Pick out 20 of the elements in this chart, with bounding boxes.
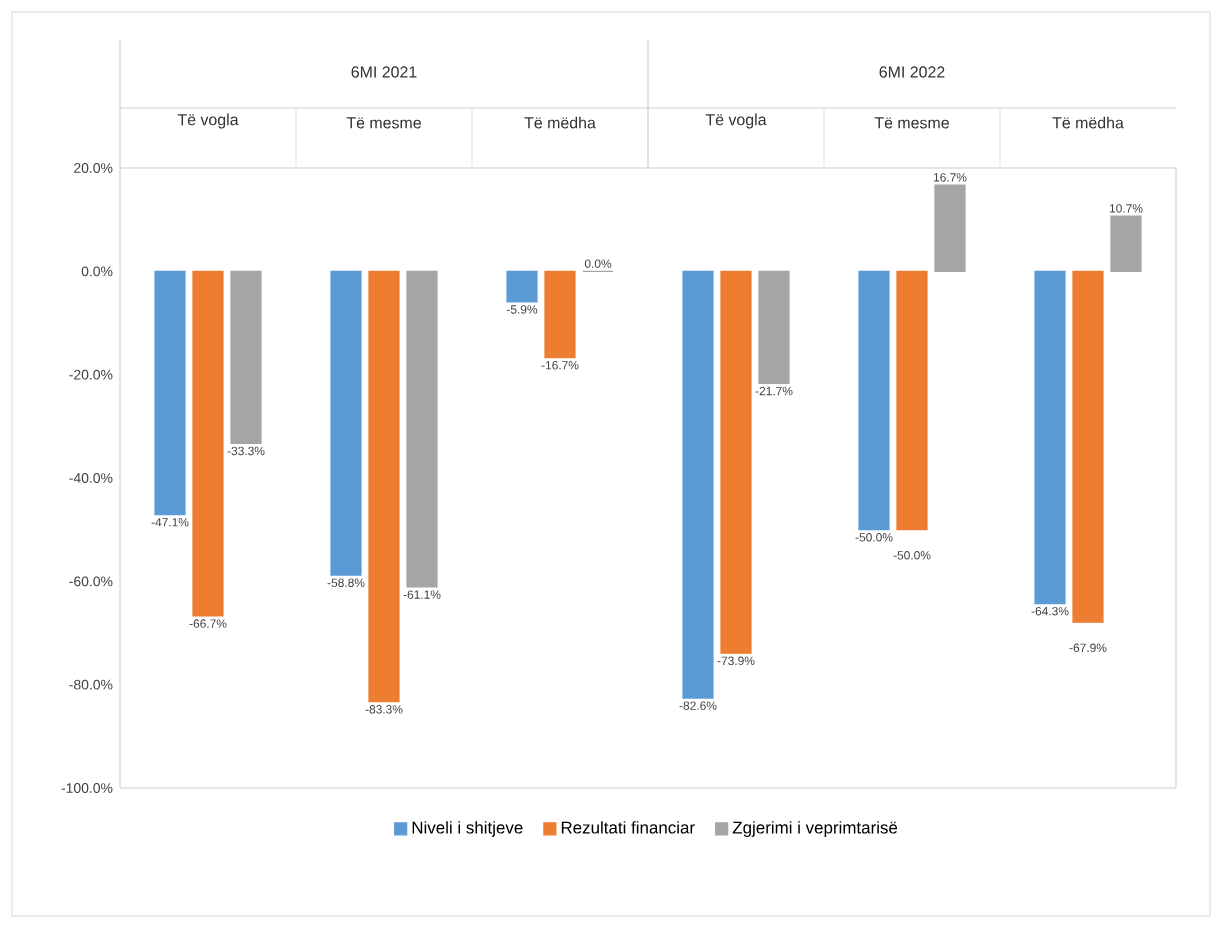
bar — [1034, 270, 1066, 605]
bar — [192, 270, 224, 617]
legend-label: Rezultati financiar — [561, 821, 695, 834]
bar — [934, 184, 966, 272]
bar — [1072, 270, 1104, 623]
bar — [720, 270, 752, 654]
bar — [406, 270, 438, 588]
legend-label: Zgjerimi i veprimtarisë — [732, 821, 898, 837]
legend-label: Niveli i shitjeve — [412, 821, 523, 837]
bar — [758, 270, 790, 385]
bar — [1110, 215, 1142, 272]
bar — [896, 270, 928, 531]
bar — [230, 270, 262, 444]
bar — [154, 270, 186, 516]
bar — [858, 270, 890, 531]
bar — [330, 270, 362, 576]
bar — [682, 270, 714, 699]
bar — [544, 270, 576, 359]
bar — [368, 270, 400, 703]
bar — [506, 270, 538, 303]
